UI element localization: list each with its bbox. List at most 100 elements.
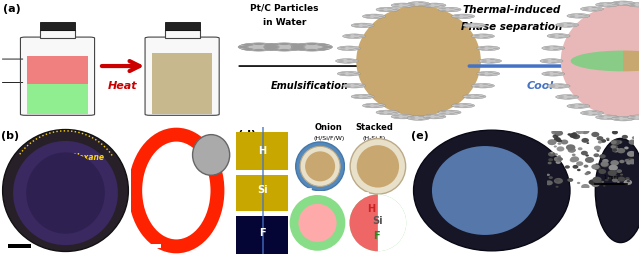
Circle shape [488,36,493,37]
Circle shape [354,95,360,96]
Circle shape [630,118,636,119]
Circle shape [439,116,445,117]
Circle shape [454,17,460,18]
Circle shape [362,14,385,19]
Text: Thermal-induced: Thermal-induced [462,5,560,15]
Circle shape [474,84,480,85]
Circle shape [295,48,307,50]
Circle shape [598,116,604,117]
Circle shape [348,46,354,47]
Circle shape [378,16,384,17]
Circle shape [340,47,346,48]
Circle shape [434,115,440,116]
Circle shape [556,23,579,27]
Circle shape [426,117,431,118]
Circle shape [294,46,305,48]
Text: (c): (c) [132,131,149,141]
Circle shape [474,35,480,36]
Circle shape [410,3,415,4]
Circle shape [606,3,612,4]
Ellipse shape [561,5,639,117]
Circle shape [583,105,589,107]
Circle shape [353,37,359,38]
Circle shape [353,73,359,74]
Circle shape [345,86,351,87]
Circle shape [493,48,498,49]
Bar [8,244,31,248]
Circle shape [572,24,578,26]
Circle shape [418,5,424,6]
Circle shape [472,34,495,39]
Circle shape [481,61,487,62]
Circle shape [489,59,495,60]
Circle shape [438,110,461,115]
Circle shape [468,105,473,106]
Circle shape [592,114,597,115]
Circle shape [394,115,399,116]
Circle shape [542,46,565,50]
Circle shape [474,86,480,87]
Circle shape [438,7,461,12]
Circle shape [466,97,472,98]
Text: Emulsification: Emulsification [271,81,349,91]
Circle shape [362,23,368,25]
Circle shape [387,113,393,114]
Circle shape [468,16,473,17]
Circle shape [488,72,493,73]
Circle shape [426,115,431,116]
Circle shape [477,71,500,76]
Circle shape [612,1,635,6]
Circle shape [567,104,590,108]
Circle shape [592,10,597,11]
Circle shape [592,111,597,112]
Circle shape [550,85,555,86]
Circle shape [407,116,413,117]
Circle shape [418,2,424,3]
Circle shape [612,4,617,5]
Circle shape [479,74,485,75]
Circle shape [426,6,431,7]
Circle shape [630,116,636,117]
Circle shape [474,23,480,25]
Circle shape [402,3,408,5]
Circle shape [544,49,550,50]
Circle shape [354,26,360,27]
Circle shape [376,110,399,115]
Ellipse shape [13,141,118,245]
Circle shape [551,59,557,60]
Circle shape [598,118,604,119]
FancyBboxPatch shape [20,37,95,115]
Circle shape [583,8,589,9]
Circle shape [472,83,495,88]
Circle shape [563,85,569,87]
Circle shape [622,1,628,2]
Circle shape [544,72,550,73]
Circle shape [306,49,318,51]
Circle shape [553,75,558,76]
Circle shape [482,34,488,35]
Ellipse shape [3,130,128,251]
Ellipse shape [26,152,105,234]
Circle shape [441,8,447,9]
Circle shape [622,117,628,118]
Circle shape [346,62,352,63]
Circle shape [580,7,603,11]
Circle shape [418,119,424,120]
Text: Hexane: Hexane [73,153,105,162]
Circle shape [598,3,604,4]
Wedge shape [571,51,623,71]
Circle shape [378,8,384,9]
Circle shape [423,114,446,119]
Circle shape [495,60,500,61]
Circle shape [583,112,589,113]
Circle shape [449,8,455,9]
Circle shape [358,85,364,86]
Circle shape [365,17,371,18]
Circle shape [482,37,488,38]
Bar [27,56,88,84]
Bar [27,84,88,114]
Circle shape [392,9,398,10]
Circle shape [596,2,619,7]
Text: Cool: Cool [527,81,553,91]
Circle shape [338,61,344,62]
